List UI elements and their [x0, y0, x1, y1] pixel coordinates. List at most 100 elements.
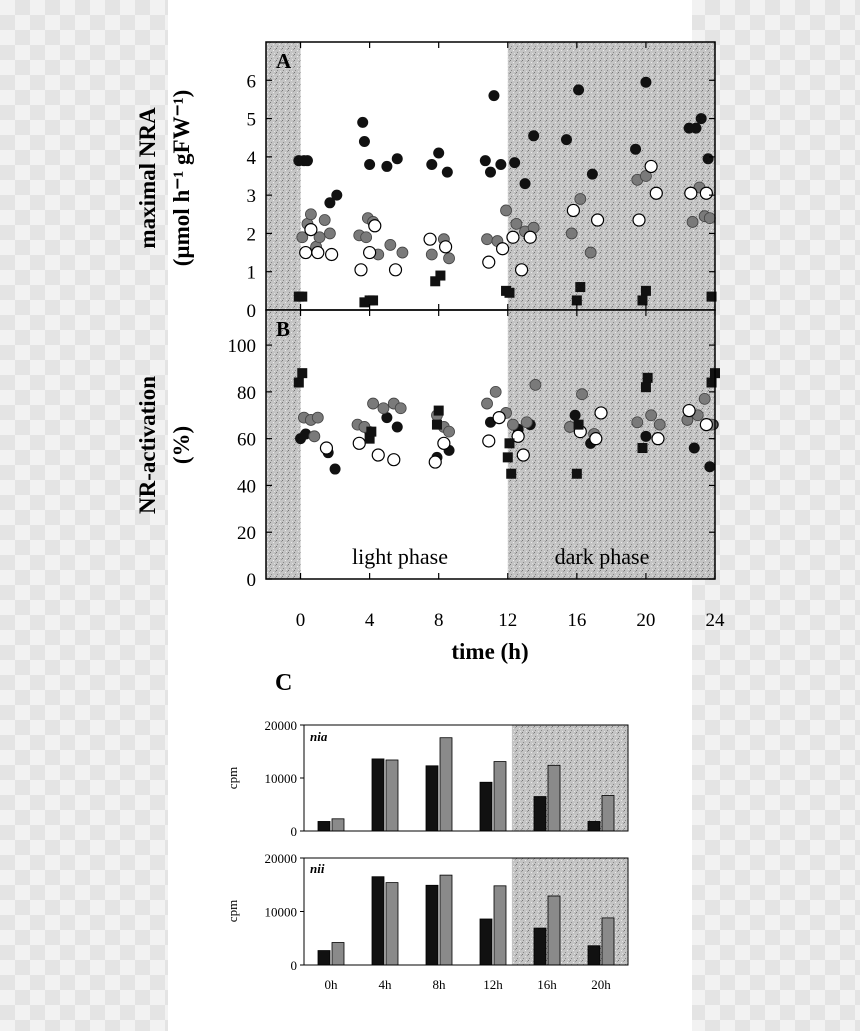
- data-point-black-circle: [519, 178, 531, 190]
- bar-nii-16h-s1: [533, 927, 547, 966]
- data-point-open-circle: [590, 213, 605, 227]
- bar-nia-20h-s1: [587, 821, 601, 832]
- data-point-square: [640, 285, 651, 296]
- panel-b-dark-period: [266, 310, 301, 579]
- data-point-grey-circle: [425, 248, 438, 261]
- y-tick-label: 20000: [265, 718, 298, 733]
- bar-nia-4h-s1: [371, 758, 385, 832]
- data-point-square: [640, 382, 651, 393]
- data-point-square: [571, 295, 582, 306]
- data-point-open-circle: [495, 242, 510, 256]
- bar-nia-12h-s1: [479, 781, 493, 832]
- data-point-black-circle: [704, 461, 716, 473]
- bar-nii-0h-s1: [317, 950, 331, 966]
- data-point-grey-circle: [631, 416, 644, 429]
- data-point-grey-circle: [520, 416, 533, 429]
- data-point-grey-circle: [318, 214, 331, 226]
- y-tick-label: 60: [237, 430, 256, 451]
- x-tick-label: 4: [365, 610, 375, 631]
- gene-label-nii: nii: [310, 861, 325, 876]
- data-point-square: [368, 295, 379, 306]
- data-point-open-circle: [682, 403, 696, 418]
- panel-b-frame: [265, 309, 716, 580]
- data-point-black-circle: [358, 136, 370, 148]
- data-point-square: [575, 282, 586, 293]
- data-point-open-circle: [482, 434, 496, 448]
- data-point-grey-circle: [653, 418, 666, 431]
- data-point-open-circle: [651, 432, 665, 446]
- data-point-open-circle: [363, 245, 377, 260]
- data-point-black-circle: [479, 155, 491, 167]
- data-point-black-circle: [488, 90, 500, 102]
- y-tick-label: 3: [247, 186, 257, 207]
- data-point-square: [293, 377, 304, 388]
- gene-label-nia: nia: [310, 729, 328, 744]
- panel-b-ylabel-line1: NR-activation: [135, 376, 160, 514]
- bar-nii-8h-s1: [425, 884, 439, 966]
- data-point-grey-circle: [481, 233, 493, 246]
- y-tick-label: 1: [247, 263, 257, 284]
- data-point-grey-circle: [308, 430, 321, 443]
- panel-c-letter: C: [275, 670, 292, 696]
- data-point-square: [706, 377, 717, 388]
- data-point-grey-circle: [584, 246, 597, 259]
- data-point-square: [297, 368, 308, 379]
- data-point-black-circle: [688, 442, 700, 454]
- data-point-open-circle: [684, 186, 698, 200]
- data-point-square: [706, 291, 717, 302]
- data-point-square: [642, 372, 653, 383]
- data-point-black-circle: [433, 147, 445, 159]
- data-point-grey-circle: [360, 231, 373, 244]
- data-point-open-circle: [514, 263, 529, 277]
- data-point-grey-circle: [304, 208, 317, 221]
- data-point-square: [359, 297, 370, 308]
- y-tick-label: 40: [237, 476, 256, 497]
- data-point-black-circle: [364, 159, 376, 171]
- data-point-square: [431, 419, 442, 430]
- data-point-grey-circle: [576, 388, 588, 401]
- panel-a-letter: A: [276, 49, 292, 73]
- bar-nii-0h-s2: [331, 942, 345, 966]
- data-point-black-circle: [485, 166, 496, 178]
- data-point-open-circle: [423, 232, 437, 246]
- y-tick-label: 80: [237, 383, 256, 404]
- bar-nia-16h-s1: [533, 796, 547, 832]
- data-point-black-circle: [630, 143, 642, 155]
- dark-phase-label: dark phase: [555, 544, 650, 569]
- data-point-black-circle: [381, 412, 393, 424]
- bar-nii-16h-s2: [547, 895, 561, 966]
- x-tick-label: 16: [567, 610, 586, 631]
- data-point-black-circle: [509, 157, 521, 169]
- data-point-open-circle: [437, 436, 451, 450]
- data-point-grey-circle: [686, 216, 699, 228]
- data-point-open-circle: [589, 432, 603, 446]
- data-point-black-circle: [702, 153, 714, 165]
- data-point-open-circle: [649, 186, 663, 200]
- y-tick-label: 100: [228, 336, 257, 357]
- data-point-black-circle: [586, 168, 598, 180]
- panel-c1-ylabel: cpm: [225, 767, 240, 789]
- x-tick-label: 20: [636, 610, 655, 631]
- data-point-black-circle: [495, 159, 507, 171]
- data-point-open-circle: [699, 418, 713, 432]
- data-point-open-circle: [632, 213, 646, 227]
- data-point-grey-circle: [645, 409, 658, 422]
- data-point-open-circle: [352, 436, 366, 450]
- data-point-open-circle: [511, 429, 525, 443]
- data-point-open-circle: [325, 247, 339, 262]
- data-point-square: [366, 426, 377, 437]
- data-point-open-circle: [644, 159, 658, 174]
- x-category-label: 12h: [483, 977, 503, 992]
- data-point-grey-circle: [323, 227, 336, 240]
- x-category-label: 0h: [325, 977, 339, 992]
- y-tick-label: 0: [247, 570, 257, 591]
- bar-nii-20h-s2: [601, 917, 615, 966]
- data-point-square: [504, 287, 515, 298]
- bar-nia-0h-s2: [331, 818, 345, 832]
- data-point-open-circle: [354, 263, 368, 277]
- y-tick-label: 10000: [265, 771, 298, 786]
- x-axis-title: time (h): [451, 639, 528, 664]
- data-point-black-circle: [640, 430, 652, 442]
- data-point-square: [504, 438, 515, 449]
- x-tick-label: 0: [296, 610, 306, 631]
